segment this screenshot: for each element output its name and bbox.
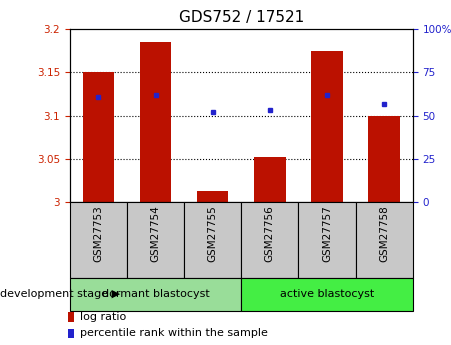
Bar (68, 328, 74, 338)
Bar (68, 312, 74, 322)
Text: percentile rank within the sample: percentile rank within the sample (79, 328, 267, 338)
Bar (70, 202, 127, 278)
Text: GSM27755: GSM27755 (208, 206, 218, 262)
Text: GSM27758: GSM27758 (379, 206, 389, 262)
Text: GSM27754: GSM27754 (151, 206, 161, 262)
Bar (70, 278, 241, 310)
Bar (299, 202, 355, 278)
Text: development stage ▶: development stage ▶ (0, 289, 120, 299)
Bar (241, 278, 413, 310)
Text: active blastocyst: active blastocyst (280, 289, 374, 299)
Bar (140, 42, 171, 202)
Bar (311, 51, 343, 202)
Bar (83, 72, 114, 202)
Bar (355, 202, 413, 278)
Bar (241, 202, 299, 278)
Bar (368, 116, 400, 202)
Title: GDS752 / 17521: GDS752 / 17521 (179, 10, 304, 26)
Bar (184, 202, 241, 278)
Text: GSM27753: GSM27753 (93, 206, 103, 262)
Text: GSM27756: GSM27756 (265, 206, 275, 262)
Text: dormant blastocyst: dormant blastocyst (102, 289, 209, 299)
Text: GSM27757: GSM27757 (322, 206, 332, 262)
Bar (254, 157, 285, 202)
Text: log ratio: log ratio (79, 312, 126, 322)
Bar (197, 191, 229, 202)
Bar (127, 202, 184, 278)
